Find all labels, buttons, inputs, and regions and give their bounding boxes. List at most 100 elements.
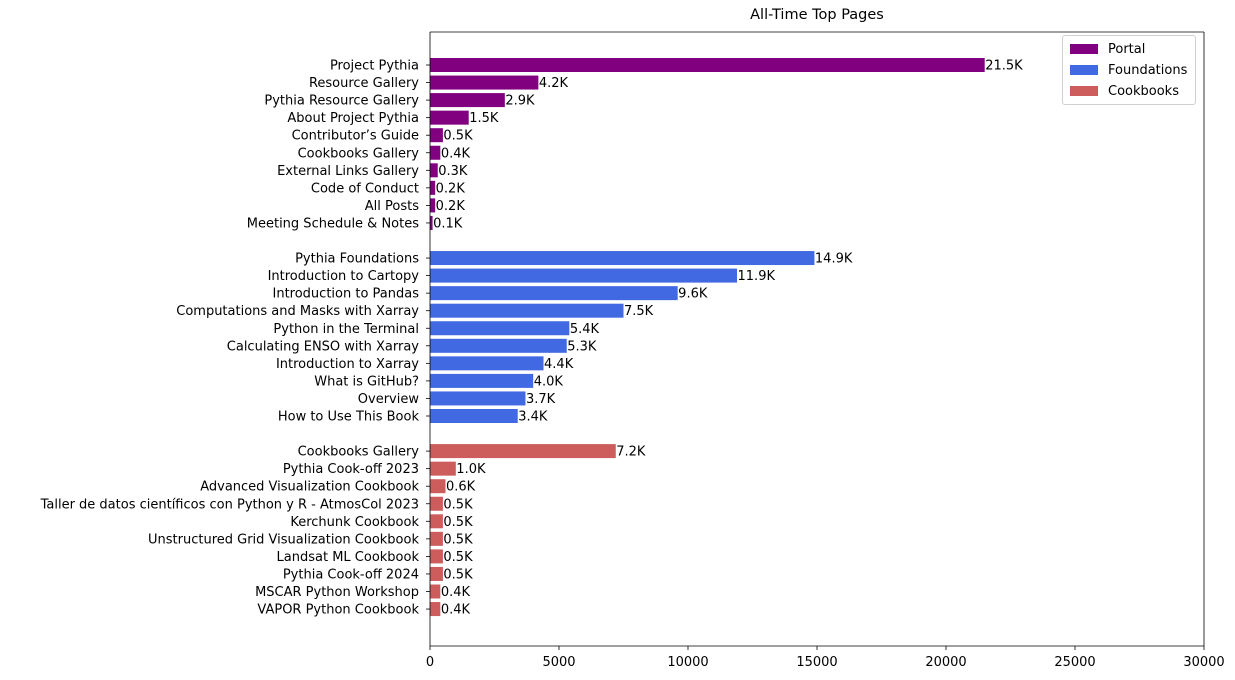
data-label: 0.4K [441, 146, 471, 161]
legend-swatch-cookbooks [1070, 86, 1098, 96]
legend-label-foundations: Foundations [1108, 62, 1188, 78]
bar-portal [430, 110, 469, 125]
data-label: 21.5K [985, 59, 1023, 74]
y-tick-label: Advanced Visualization Cookbook [200, 480, 419, 495]
y-tick-label: Cookbooks Gallery [298, 445, 420, 460]
y-tick-label: VAPOR Python Cookbook [257, 603, 419, 618]
bar-cookbooks [430, 496, 443, 511]
data-label: 2.9K [505, 94, 535, 109]
bar-cookbooks [430, 514, 443, 529]
bar-cookbooks [430, 602, 441, 617]
bar-cookbooks [430, 461, 456, 476]
y-tick-label: Introduction to Cartopy [268, 269, 420, 284]
bar-cookbooks [430, 531, 443, 546]
y-tick-label: Pythia Resource Gallery [264, 94, 419, 109]
data-label: 0.2K [436, 181, 466, 196]
bar-portal [430, 163, 438, 178]
data-label: 7.5K [624, 304, 654, 319]
data-label: 0.5K [443, 567, 473, 582]
bar-portal [430, 180, 436, 195]
bar-cookbooks [430, 584, 441, 599]
chart-title: All-Time Top Pages [750, 7, 884, 23]
y-tick-label: Landsat ML Cookbook [277, 550, 420, 565]
bar-foundations [430, 356, 544, 371]
y-tick-label: Overview [358, 392, 420, 407]
data-label: 0.6K [446, 480, 476, 495]
data-label: 0.5K [443, 515, 473, 530]
x-tick-label: 25000 [1054, 655, 1095, 670]
bar-foundations [430, 303, 624, 318]
data-label: 5.3K [567, 339, 597, 354]
data-label: 0.2K [436, 199, 466, 214]
y-tick-label: Code of Conduct [311, 181, 419, 196]
data-label: 11.9K [738, 269, 776, 284]
y-tick-label: Project Pythia [330, 59, 419, 74]
data-label: 4.2K [539, 76, 569, 91]
y-tick-label: What is GitHub? [314, 374, 419, 389]
data-label: 9.6K [678, 287, 708, 302]
data-label: 0.5K [443, 550, 473, 565]
bar-portal [430, 198, 436, 213]
y-tick-label: Pythia Cook-off 2024 [283, 567, 419, 582]
data-label: 14.9K [815, 252, 853, 267]
bar-foundations [430, 286, 678, 301]
bar-foundations [430, 409, 518, 423]
data-label: 3.4K [518, 410, 548, 425]
y-tick-label: Computations and Masks with Xarray [176, 304, 419, 319]
bar-cookbooks [430, 566, 443, 581]
y-tick-label: External Links Gallery [277, 164, 419, 179]
bar-foundations [430, 268, 738, 283]
data-label: 0.5K [443, 497, 473, 512]
bar-portal [430, 128, 443, 143]
data-label: 0.1K [433, 216, 463, 231]
data-label: 5.4K [570, 322, 600, 337]
y-tick-label: Kerchunk Cookbook [290, 515, 419, 530]
bar-foundations [430, 321, 570, 336]
legend-swatch-portal [1070, 44, 1098, 54]
x-tick-label: 5000 [542, 655, 575, 670]
y-tick-label: How to Use This Book [278, 410, 420, 425]
data-label: 0.4K [441, 585, 471, 600]
legend-item-portal: Portal [1070, 39, 1145, 59]
bar-foundations [430, 373, 534, 388]
y-tick-label: Pythia Cook-off 2023 [283, 462, 419, 477]
data-label: 0.5K [443, 129, 473, 144]
x-tick-label: 20000 [925, 655, 966, 670]
bar-portal [430, 215, 433, 230]
x-tick-label: 15000 [796, 655, 837, 670]
bar-portal [430, 58, 985, 72]
y-tick-label: Introduction to Pandas [273, 287, 420, 302]
data-label: 1.0K [456, 462, 486, 477]
data-label: 4.4K [544, 357, 574, 372]
data-label: 0.5K [443, 532, 473, 547]
bar-foundations [430, 391, 526, 406]
data-label: 7.2K [616, 445, 646, 460]
bar-portal [430, 75, 539, 90]
bar-portal [430, 145, 441, 160]
x-tick-label: 0 [426, 655, 434, 670]
y-tick-label: Meeting Schedule & Notes [247, 216, 419, 231]
y-tick-label: Unstructured Grid Visualization Cookbook [148, 532, 419, 547]
bar-cookbooks [430, 479, 446, 494]
data-label: 3.7K [526, 392, 556, 407]
bar-foundations [430, 251, 815, 266]
y-tick-label: Resource Gallery [309, 76, 419, 91]
y-tick-label: Calculating ENSO with Xarray [227, 339, 420, 354]
data-label: 1.5K [469, 111, 499, 126]
y-tick-label: MSCAR Python Workshop [255, 585, 419, 600]
bar-cookbooks [430, 549, 443, 564]
data-label: 4.0K [534, 374, 564, 389]
y-tick-label: Cookbooks Gallery [298, 146, 420, 161]
bar-foundations [430, 338, 567, 353]
y-tick-label: Introduction to Xarray [276, 357, 419, 372]
legend-item-cookbooks: Cookbooks [1070, 81, 1179, 101]
bar-portal [430, 93, 505, 108]
data-label: 0.3K [438, 164, 468, 179]
y-tick-label: About Project Pythia [287, 111, 419, 126]
data-label: 0.4K [441, 603, 471, 618]
legend-label-cookbooks: Cookbooks [1108, 83, 1179, 99]
x-tick-label: 30000 [1183, 655, 1224, 670]
y-tick-label: Contributor’s Guide [292, 129, 419, 144]
